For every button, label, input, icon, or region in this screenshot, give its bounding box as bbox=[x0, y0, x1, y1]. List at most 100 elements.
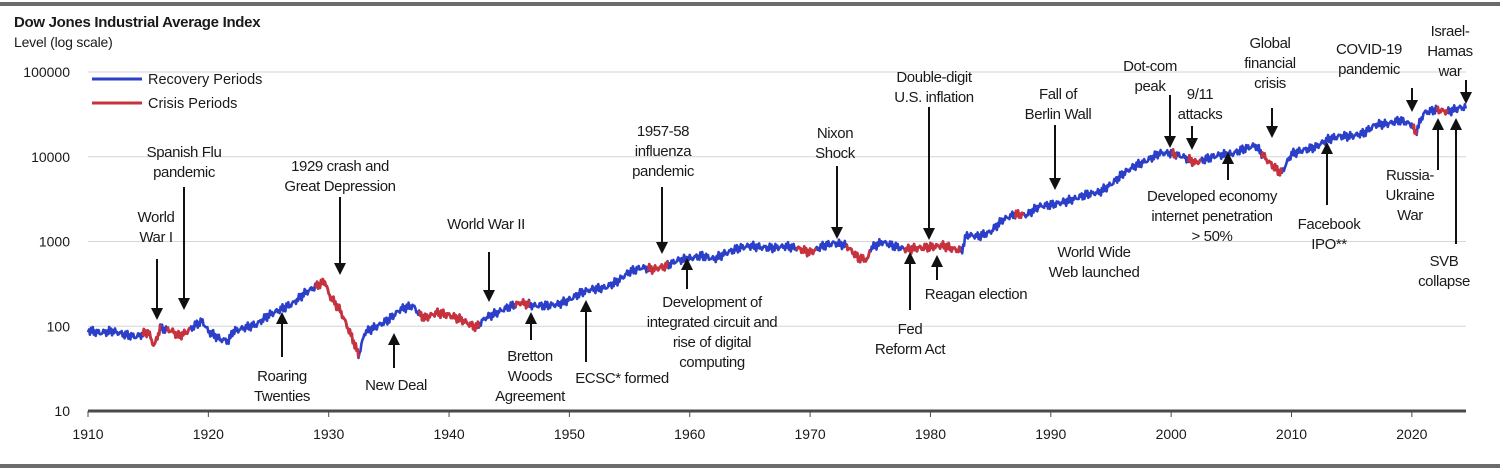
annotation-reagan: Reagan election bbox=[925, 255, 1028, 303]
annotation-line: pandemic bbox=[153, 164, 216, 181]
annotation-svb: SVB collapse bbox=[1418, 118, 1470, 290]
annotation-line: Double-digit bbox=[896, 69, 972, 86]
annotation-line: 9/11 bbox=[1187, 86, 1214, 103]
annotation-arrow-head bbox=[656, 242, 668, 254]
annotation-line: integrated circuit and bbox=[647, 314, 778, 331]
annotation-line: Reagan election bbox=[925, 286, 1027, 303]
annotation-www: World Wide Web launched bbox=[1049, 244, 1140, 281]
crisis-series-segment bbox=[646, 260, 669, 275]
crisis-series-segment bbox=[1411, 123, 1419, 136]
annotation-line: Global bbox=[1250, 35, 1291, 52]
annotation-text: Facebook IPO** bbox=[1298, 216, 1362, 253]
annotation-text: Fall of Berlin Wall bbox=[1025, 86, 1092, 123]
annotation-ww1: World War I bbox=[138, 209, 175, 320]
annotation-roaring-twenties: Roaring Twenties bbox=[254, 312, 310, 405]
crisis-series-segment bbox=[795, 245, 818, 258]
crisis-series-segment bbox=[1435, 105, 1449, 116]
annotation-spanish-flu: Spanish Flu pandemic bbox=[147, 144, 222, 310]
annotation-line: > 50% bbox=[1192, 228, 1233, 245]
annotation-line: computing bbox=[679, 354, 745, 371]
annotation-arrow-head bbox=[931, 255, 943, 267]
annotation-line: Bretton bbox=[507, 348, 553, 365]
annotation-line: Development of bbox=[662, 294, 763, 311]
annotation-arrow-head bbox=[1222, 152, 1234, 164]
x-tick-label: 1960 bbox=[674, 426, 705, 442]
crisis-series-segment bbox=[845, 244, 872, 264]
annotation-line: World Wide bbox=[1057, 244, 1130, 261]
annotation-gfc: Global financial crisis bbox=[1244, 35, 1296, 138]
annotation-bretton-woods: Bretton Woods Agreement bbox=[495, 312, 567, 405]
y-tick-label: 1000 bbox=[39, 234, 70, 250]
annotation-line: pandemic bbox=[1338, 61, 1401, 78]
crisis-series-segment bbox=[1260, 151, 1284, 177]
annotation-arrow-head bbox=[276, 312, 288, 324]
annotation-line: crisis bbox=[1254, 75, 1286, 92]
annotation-integrated-circuit: Development of integrated circuit and rise… bbox=[647, 258, 778, 371]
annotation-line: peak bbox=[1135, 78, 1167, 95]
annotation-text: Fed Reform Act bbox=[875, 321, 946, 358]
annotation-line: Shock bbox=[815, 145, 856, 162]
annotation-text: COVID-19 pandemic bbox=[1336, 41, 1402, 78]
annotation-internet-50: Developed economy internet penetration > 5… bbox=[1147, 152, 1278, 245]
annotation-arrow-head bbox=[1406, 100, 1418, 112]
annotation-line: Roaring bbox=[257, 368, 307, 385]
annotation-line: Ukraine bbox=[1386, 187, 1435, 204]
annotation-arrow-head bbox=[1164, 136, 1176, 148]
annotation-arrow-head bbox=[1186, 138, 1198, 150]
annotation-text: 9/11 attacks bbox=[1178, 86, 1223, 123]
annotation-line: World bbox=[138, 209, 175, 226]
crisis-series-segment bbox=[903, 240, 962, 255]
annotation-line: Russia- bbox=[1386, 167, 1434, 184]
annotation-line: Fall of bbox=[1039, 86, 1078, 103]
y-tick-label: 100 bbox=[47, 318, 71, 334]
annotation-line: internet penetration bbox=[1151, 208, 1272, 225]
annotation-line: World War II bbox=[447, 216, 525, 233]
annotation-nine-eleven: 9/11 attacks bbox=[1178, 86, 1223, 150]
annotation-crash-1929: 1929 crash and Great Depression bbox=[284, 158, 396, 275]
annotation-nixon-shock: Nixon Shock bbox=[815, 125, 856, 239]
x-tick-label: 1950 bbox=[554, 426, 585, 442]
annotation-line: SVB bbox=[1430, 253, 1459, 270]
x-tick-label: 1910 bbox=[72, 426, 103, 442]
crisis-series-segment bbox=[1170, 148, 1178, 159]
annotation-dotcom: Dot-com peak bbox=[1123, 58, 1177, 148]
annotation-line: COVID-19 bbox=[1336, 41, 1402, 58]
annotation-arrow-head bbox=[923, 228, 935, 240]
annotation-arrow-head bbox=[334, 263, 346, 275]
annotation-arrow-head bbox=[1049, 178, 1061, 190]
annotation-text: Development of integrated circuit and rise… bbox=[647, 294, 778, 371]
annotation-line: Dot-com bbox=[1123, 58, 1177, 75]
annotation-line: Hamas bbox=[1427, 43, 1473, 60]
annotation-influenza-1957: 1957-58 influenza pandemic bbox=[632, 123, 695, 254]
annotation-line: financial bbox=[1244, 55, 1296, 72]
annotation-berlin-wall: Fall of Berlin Wall bbox=[1025, 86, 1092, 190]
annotation-arrow-head bbox=[580, 300, 592, 312]
annotation-line: New Deal bbox=[365, 377, 427, 394]
annotation-text: New Deal bbox=[365, 377, 427, 394]
annotation-text: Bretton Woods Agreement bbox=[495, 348, 566, 405]
annotation-arrow-head bbox=[1460, 92, 1472, 104]
annotation-line: Nixon bbox=[817, 125, 853, 142]
annotation-line: Reform Act bbox=[875, 341, 946, 358]
annotation-arrow-head bbox=[1450, 118, 1462, 130]
annotation-new-deal: New Deal bbox=[365, 333, 427, 394]
annotation-arrow-head bbox=[483, 290, 495, 302]
y-tick-label: 10 bbox=[54, 403, 70, 419]
annotation-text: Russia- Ukraine War bbox=[1386, 167, 1435, 224]
annotation-text: World Wide Web launched bbox=[1049, 244, 1140, 281]
annotation-arrow-head bbox=[178, 298, 190, 310]
annotation-line: influenza bbox=[635, 143, 693, 160]
x-tick-label: 2000 bbox=[1156, 426, 1187, 442]
annotation-covid: COVID-19 pandemic bbox=[1336, 41, 1418, 112]
x-tick-label: 1990 bbox=[1035, 426, 1066, 442]
annotation-line: ECSC* formed bbox=[575, 370, 669, 387]
chart-title: Dow Jones Industrial Average Index bbox=[14, 14, 261, 31]
annotation-text: World War I bbox=[138, 209, 175, 246]
annotation-israel-hamas: Israel- Hamas war bbox=[1427, 23, 1473, 104]
annotation-line: Developed economy bbox=[1147, 188, 1278, 205]
annotation-arrow-head bbox=[1432, 118, 1444, 130]
annotation-text: Global financial crisis bbox=[1244, 35, 1296, 92]
annotation-russia-ukraine: Russia- Ukraine War bbox=[1386, 118, 1444, 224]
x-tick-label: 1920 bbox=[193, 426, 224, 442]
crisis-series-segment bbox=[514, 298, 531, 310]
